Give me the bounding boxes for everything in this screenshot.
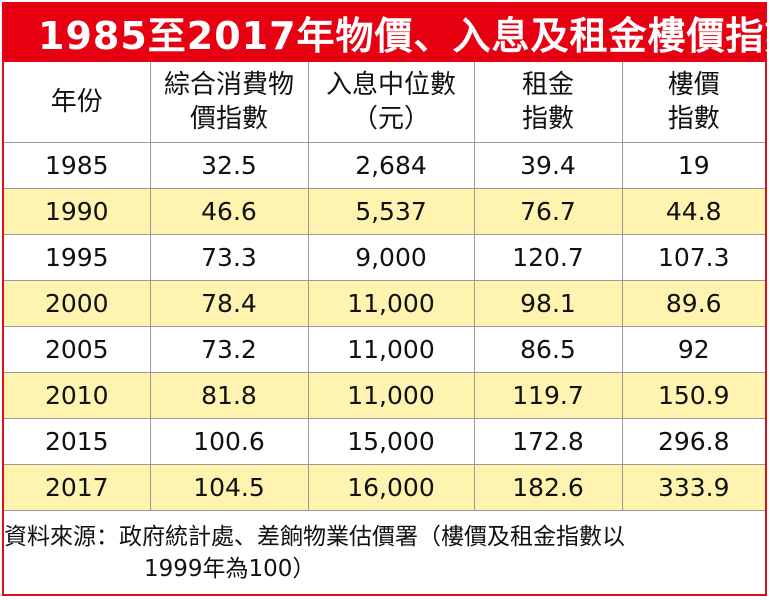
cell-cpi: 73.2: [149, 326, 309, 373]
table-row: 2005 73.2 11,000 86.5 92: [4, 326, 765, 373]
cell-median-income: 15,000: [307, 418, 475, 465]
source-note: 資料來源：政府統計處、差餉物業估價署（樓價及租金指數以 1999年為100）: [4, 521, 763, 585]
cell-rent-index: 119.7: [473, 372, 623, 419]
cell-median-income: 16,000: [307, 464, 475, 511]
header-cpi-line2: 價指數: [189, 104, 268, 134]
header-median-income: 入息中位數 （元）: [307, 62, 475, 143]
cell-rent-index: 86.5: [473, 326, 623, 373]
cell-year: 1995: [4, 234, 151, 281]
table-header-row: 年份 綜合消費物 價指數 入息中位數 （元） 租金 指數 樓價 指數: [4, 62, 765, 143]
source-line-1: 資料來源：政府統計處、差餉物業估價署（樓價及租金指數以: [4, 524, 625, 550]
table-row: 1990 46.6 5,537 76.7 44.8: [4, 188, 765, 235]
cell-price-index: 92: [621, 326, 765, 373]
table-row: 2015 100.6 15,000 172.8 296.8: [4, 418, 765, 465]
cell-cpi: 100.6: [149, 418, 309, 465]
header-cpi-line1: 綜合消費物: [163, 70, 294, 100]
header-income-line2: （元）: [351, 104, 430, 134]
header-price-line2: 指數: [667, 104, 720, 134]
cell-cpi: 78.4: [149, 280, 309, 327]
cell-rent-index: 39.4: [473, 142, 623, 189]
header-rent-index: 租金 指數: [473, 62, 623, 143]
header-rent-line2: 指數: [521, 104, 574, 134]
cell-median-income: 5,537: [307, 188, 475, 235]
cell-year: 1990: [4, 188, 151, 235]
header-year-label: 年份: [50, 87, 103, 117]
cell-year: 2017: [4, 464, 151, 511]
cell-year: 2005: [4, 326, 151, 373]
cell-median-income: 9,000: [307, 234, 475, 281]
table-row: 2010 81.8 11,000 119.7 150.9: [4, 372, 765, 419]
source-line-2: 1999年為100）: [144, 556, 316, 582]
cell-price-index: 89.6: [621, 280, 765, 327]
header-cpi: 綜合消費物 價指數: [149, 62, 309, 143]
cell-median-income: 11,000: [307, 372, 475, 419]
header-rent-line1: 租金: [521, 70, 574, 100]
cell-cpi: 73.3: [149, 234, 309, 281]
cell-median-income: 2,684: [307, 142, 475, 189]
table-row: 1985 32.5 2,684 39.4 19: [4, 142, 765, 189]
cell-price-index: 333.9: [621, 464, 765, 511]
cell-year: 2010: [4, 372, 151, 419]
cell-cpi: 46.6: [149, 188, 309, 235]
header-price-line1: 樓價: [667, 70, 720, 100]
cell-year: 2015: [4, 418, 151, 465]
cell-price-index: 296.8: [621, 418, 765, 465]
cell-year: 2000: [4, 280, 151, 327]
cell-cpi: 104.5: [149, 464, 309, 511]
cell-price-index: 107.3: [621, 234, 765, 281]
page-title: 1985至2017年物價、入息及租金樓價指數: [2, 2, 771, 62]
cell-cpi: 32.5: [149, 142, 309, 189]
cell-cpi: 81.8: [149, 372, 309, 419]
cell-price-index: 44.8: [621, 188, 765, 235]
cell-price-index: 19: [621, 142, 765, 189]
cell-median-income: 11,000: [307, 280, 475, 327]
cell-rent-index: 120.7: [473, 234, 623, 281]
table-row: 2017 104.5 16,000 182.6 333.9: [4, 464, 765, 511]
data-table: 年份 綜合消費物 價指數 入息中位數 （元） 租金 指數 樓價 指數 1985 …: [4, 62, 765, 511]
cell-rent-index: 182.6: [473, 464, 623, 511]
header-year: 年份: [4, 62, 151, 143]
table-row: 2000 78.4 11,000 98.1 89.6: [4, 280, 765, 327]
header-price-index: 樓價 指數: [621, 62, 765, 143]
cell-rent-index: 98.1: [473, 280, 623, 327]
cell-rent-index: 76.7: [473, 188, 623, 235]
cell-price-index: 150.9: [621, 372, 765, 419]
cell-rent-index: 172.8: [473, 418, 623, 465]
table-row: 1995 73.3 9,000 120.7 107.3: [4, 234, 765, 281]
cell-median-income: 11,000: [307, 326, 475, 373]
header-income-line1: 入息中位數: [325, 70, 456, 100]
cell-year: 1985: [4, 142, 151, 189]
